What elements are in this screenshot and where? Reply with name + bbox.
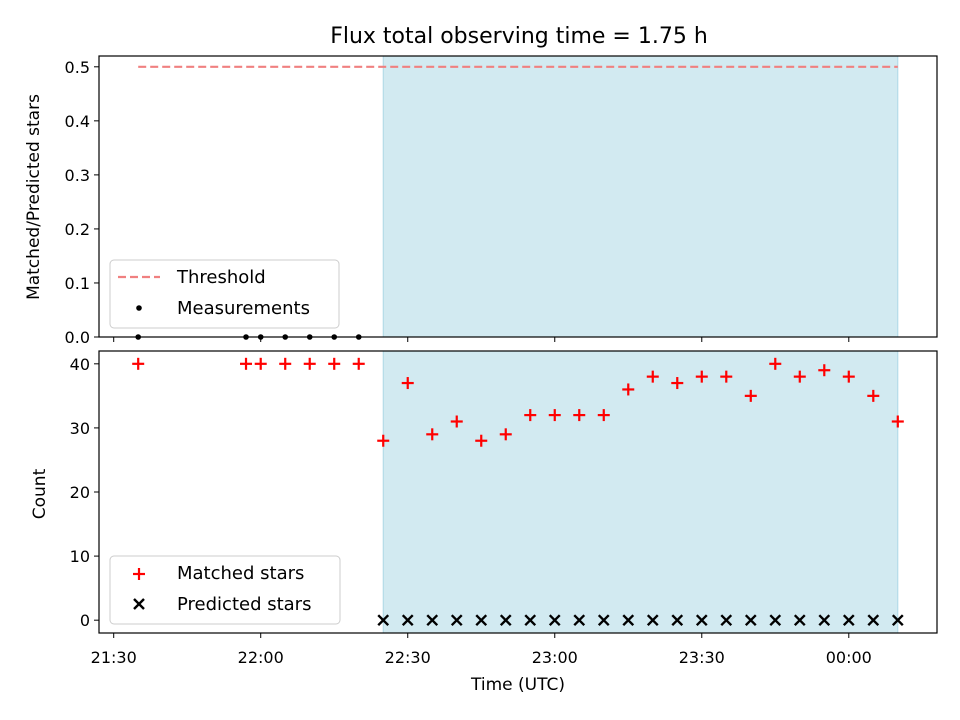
legend-predicted-swatch: [133, 598, 145, 610]
top-y-tick-label: 0.3: [65, 166, 90, 185]
matched-star-point: [671, 377, 684, 390]
x-tick-label: 23:30: [679, 648, 725, 667]
top-x-ticks: [113, 337, 850, 342]
legend-predicted-label: Predicted stars: [177, 594, 311, 615]
predicted-star-point: [891, 614, 904, 627]
bottom-legend-box: [109, 555, 341, 625]
predicted-star-point: [548, 614, 561, 627]
legend-threshold-label: Threshold: [176, 267, 266, 288]
matched-star-point: [548, 409, 561, 422]
bottom-y-tick-label: 0: [80, 611, 90, 630]
matched-star-point: [744, 389, 757, 402]
top-y-tick-label: 0.4: [65, 112, 90, 131]
predicted-star-point: [401, 614, 414, 627]
matched-star-point: [769, 357, 782, 370]
predicted-star-point: [867, 614, 880, 627]
predicted-star-point: [573, 614, 586, 627]
predicted-star-point: [720, 614, 733, 627]
legend-measurements-swatch: [136, 305, 142, 311]
matched-star-point: [622, 383, 635, 396]
x-axis-label: Time (UTC): [470, 675, 565, 695]
bottom-x-axis: 21:30 22:00 22:30 23:00 23:30 00:00: [91, 633, 872, 667]
chart-title: Flux total observing time = 1.75 h: [330, 24, 708, 49]
predicted-star-point: [622, 614, 635, 627]
bottom-y-tick-label: 10: [70, 547, 90, 566]
matched-star-point: [524, 409, 537, 422]
top-y-axis: 0.0 0.1 0.2 0.3 0.4 0.5: [65, 58, 99, 347]
top-y-tick-label: 0.1: [65, 274, 90, 293]
top-axes-frame: [98, 55, 938, 338]
top-shaded-interval: [382, 55, 899, 338]
bottom-plot-area: [132, 357, 904, 627]
matched-star-point: [867, 389, 880, 402]
bottom-y-axis-label: Count: [30, 468, 50, 519]
predicted-star-point: [475, 614, 488, 627]
matched-star-point: [793, 370, 806, 383]
matched-star-point: [377, 434, 390, 447]
matched-star-point: [646, 370, 659, 383]
matched-star-point: [401, 377, 414, 390]
matched-star-point: [450, 415, 463, 428]
legend-matched-label: Matched stars: [177, 563, 304, 584]
bottom-y-tick-label: 40: [70, 355, 90, 374]
top-panel: 0.0 0.1 0.2 0.3 0.4 0.5 Matched/Predicted sta…: [24, 55, 938, 347]
matched-star-point: [720, 370, 733, 383]
bottom-y-tick-label: 20: [70, 483, 90, 502]
top-plot-area: [135, 65, 898, 340]
bottom-panel: 0 10 20 30 40 21:30 22:00 22:30 23:00 23:30 00:00…: [30, 350, 938, 695]
matched-star-point: [426, 428, 439, 441]
matched-star-point: [132, 357, 145, 370]
top-y-axis-label: Matched/Predicted stars: [24, 94, 44, 300]
legend-measurements-label: Measurements: [177, 298, 310, 319]
x-tick-label: 21:30: [91, 648, 137, 667]
predicted-star-point: [695, 614, 708, 627]
predicted-star-point: [377, 614, 390, 627]
x-tick-label: 22:00: [238, 648, 284, 667]
top-y-tick-label: 0.0: [65, 328, 90, 347]
bottom-shaded-interval: [382, 350, 899, 634]
matched-star-point: [597, 409, 610, 422]
matched-star-point: [891, 415, 904, 428]
matched-star-point: [352, 357, 365, 370]
bottom-y-axis: 0 10 20 30 40: [70, 355, 99, 630]
matched-star-point: [475, 434, 488, 447]
top-legend-box: [109, 259, 340, 329]
bottom-y-tick-label: 30: [70, 419, 90, 438]
predicted-star-point: [426, 614, 439, 627]
predicted-star-point: [818, 614, 831, 627]
predicted-star-point: [769, 614, 782, 627]
predicted-star-point: [842, 614, 855, 627]
matched-star-point: [818, 364, 831, 377]
predicted-star-point: [499, 614, 512, 627]
matched-star-point: [254, 357, 267, 370]
matched-star-point: [328, 357, 341, 370]
predicted-star-point: [450, 614, 463, 627]
predicted-star-point: [744, 614, 757, 627]
predicted-star-point: [524, 614, 537, 627]
x-tick-label: 00:00: [826, 648, 872, 667]
legend-matched-swatch: [133, 568, 145, 580]
matched-star-point: [499, 428, 512, 441]
predicted-star-point: [671, 614, 684, 627]
matched-star-point: [279, 357, 292, 370]
predicted-star-point: [597, 614, 610, 627]
x-tick-label: 22:30: [385, 648, 431, 667]
matched-star-point: [695, 370, 708, 383]
matched-star-point: [842, 370, 855, 383]
x-tick-label: 23:00: [532, 648, 578, 667]
matched-star-point: [573, 409, 586, 422]
predicted-star-point: [793, 614, 806, 627]
bottom-legend: Matched stars Predicted stars: [109, 555, 341, 625]
top-y-tick-label: 0.2: [65, 220, 90, 239]
top-y-tick-label: 0.5: [65, 58, 90, 77]
predicted-star-point: [646, 614, 659, 627]
top-legend: Threshold Measurements: [109, 259, 340, 329]
matched-star-point: [240, 357, 253, 370]
matched-star-point: [303, 357, 316, 370]
